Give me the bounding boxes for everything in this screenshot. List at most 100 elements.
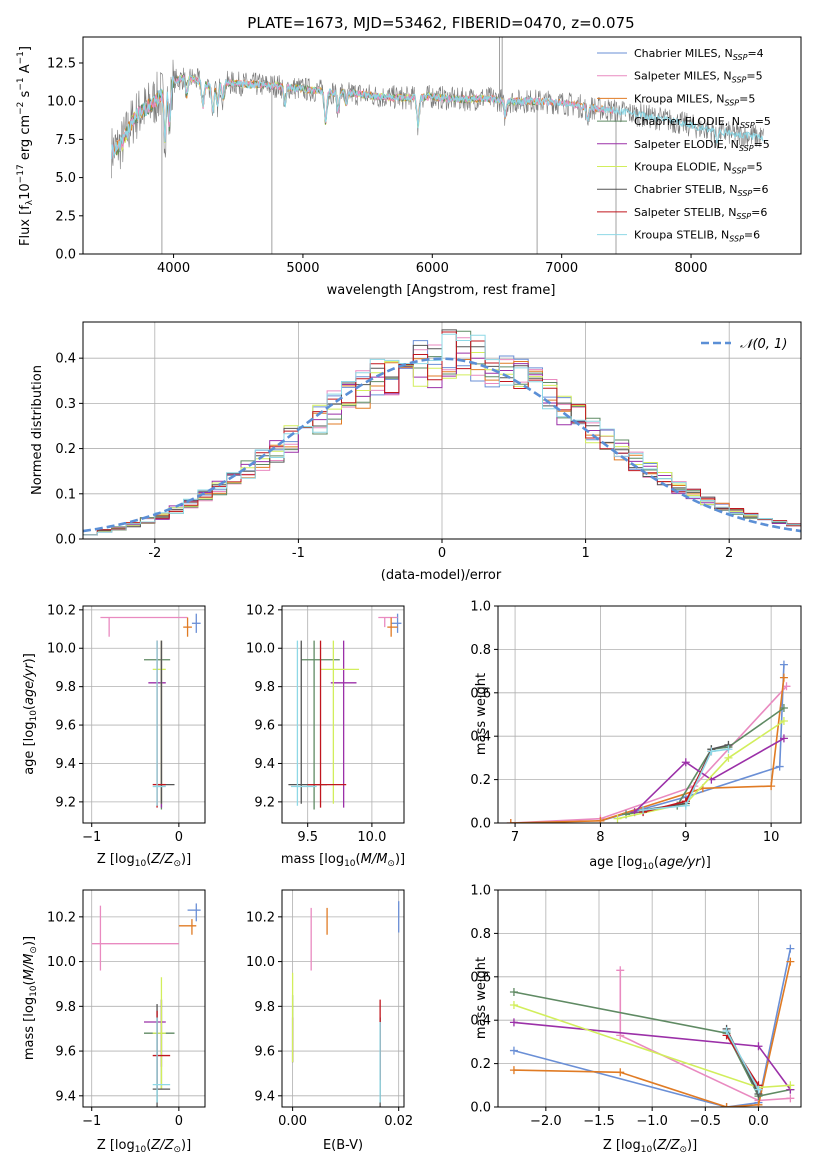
weight-line <box>510 685 788 823</box>
y-axis-label: Flux [fλ10−17 erg cm−2 s−1 A−1] <box>16 46 35 246</box>
x-tick-label: -1 <box>292 546 305 561</box>
x-tick-label: 0 <box>438 546 446 561</box>
errorbar-point <box>152 640 166 806</box>
weight-line <box>619 970 791 1102</box>
y-tick-label: 10.2 <box>47 603 76 618</box>
errorbar-point <box>157 640 175 804</box>
weight-marker <box>779 660 788 669</box>
axes-frame <box>82 889 206 1108</box>
y-tick-label: 10.0 <box>246 642 275 657</box>
y-tick-label: 1.0 <box>470 884 491 899</box>
axes-weight_vs_age: 7 8 9 10 0.0 0.2 0.4 0.6 0.8 1.0 age [log10(age/yr… <box>470 600 802 872</box>
weight-marker <box>724 745 733 754</box>
weight-marker <box>616 966 625 975</box>
x-tick-label: 0 <box>175 830 183 845</box>
axes-frame <box>82 605 206 824</box>
x-tick-label: −1 <box>82 830 101 845</box>
x-axis-label: wavelength [Angstrom, rest frame] <box>327 283 556 298</box>
y-axis-label: mass weight <box>474 673 489 755</box>
errorbar-point <box>320 640 360 804</box>
weight-line <box>513 991 791 1098</box>
x-tick-label: 6000 <box>416 261 449 276</box>
y-tick-label: 9.4 <box>55 1089 76 1104</box>
y-tick-label: 12.5 <box>47 56 76 71</box>
weight-marker <box>722 1027 731 1036</box>
legend-label: Salpeter MILES, NSSP=5 <box>634 70 763 85</box>
weight-marker <box>786 1081 795 1090</box>
errorbar-point <box>152 1017 171 1103</box>
y-tick-label: 0.0 <box>55 248 76 263</box>
legend: Chabrier MILES, NSSP=4 Salpeter MILES, NS… <box>597 47 771 244</box>
y-tick-label: 0.8 <box>470 927 491 942</box>
y-tick-label: 10.0 <box>47 95 76 110</box>
weight-marker <box>596 816 605 823</box>
legend-label: Chabrier STELIB, NSSP=6 <box>634 183 768 198</box>
legend-label: Chabrier MILES, NSSP=4 <box>634 47 764 62</box>
x-axis-label: E(B-V) <box>323 1138 363 1153</box>
weight-marker <box>616 1068 625 1077</box>
x-tick-label: 7 <box>511 830 519 845</box>
y-tick-label: 10.2 <box>47 910 76 925</box>
x-axis-label: mass [log10(M/M⊙)] <box>281 852 405 869</box>
x-tick-label: 4000 <box>157 261 190 276</box>
x-axis-label: Z [log10(Z/Z⊙)] <box>603 1138 697 1155</box>
errorbar-point <box>178 919 197 935</box>
axes-age_vs_mass: 9.5 10.0 9.2 9.4 9.6 9.8 10.0 10.2 mass [log10(M… <box>246 603 405 869</box>
weight-marker <box>779 717 788 726</box>
weight-marker <box>779 673 788 682</box>
axes-age_vs_Z: −1 0 9.2 9.4 9.6 9.8 10.0 10.2 Z [log10(Z/Z⊙)] ag… <box>22 603 206 869</box>
model-fit-line <box>111 74 614 159</box>
errorbar-point <box>391 613 402 633</box>
y-tick-label: 0.4 <box>55 352 76 367</box>
x-tick-label: −1 <box>82 1114 101 1129</box>
weight-series-kroupa-miles <box>506 673 788 823</box>
y-tick-label: 10.0 <box>246 955 275 970</box>
errorbar-point <box>330 640 357 808</box>
y-tick-label: 7.5 <box>55 133 76 148</box>
x-tick-label: −2.0 <box>530 1114 562 1129</box>
y-tick-label: 0.2 <box>470 1057 491 1072</box>
errorbar-point <box>378 616 398 628</box>
y-tick-label: 9.4 <box>254 1089 275 1104</box>
errorbar-point <box>187 903 201 922</box>
y-tick-label: 10.2 <box>246 910 275 925</box>
x-tick-label: -2 <box>148 546 161 561</box>
x-tick-label: 9 <box>682 830 690 845</box>
legend-label: Kroupa MILES, NSSP=5 <box>634 92 755 107</box>
chart-title: PLATE=1673, MJD=53462, FIBERID=0470, z=0… <box>247 14 634 32</box>
weight-marker <box>782 682 791 691</box>
plot-area <box>506 660 791 823</box>
x-tick-label: 5000 <box>286 261 319 276</box>
y-tick-label: 9.4 <box>55 757 76 772</box>
weight-marker <box>724 753 733 762</box>
weight-line <box>634 737 785 813</box>
legend-label: Kroupa STELIB, NSSP=6 <box>634 229 760 244</box>
x-tick-label: 1 <box>581 546 589 561</box>
x-tick-label: 2 <box>725 546 733 561</box>
y-tick-label: 2.5 <box>55 209 76 224</box>
observed-spectrum-line <box>111 59 764 179</box>
weight-series-kroupa-stelib <box>722 1027 763 1094</box>
axes-frame <box>281 605 405 824</box>
y-tick-label: 0.2 <box>470 773 491 788</box>
y-tick-label: 9.6 <box>55 719 76 734</box>
errorbar-point <box>152 977 166 1090</box>
weight-marker <box>779 734 788 743</box>
weight-line <box>617 720 785 820</box>
weight-line <box>513 948 792 1107</box>
x-tick-label: 0.00 <box>278 1114 307 1129</box>
weight-marker <box>775 762 784 771</box>
y-tick-label: 0.4 <box>470 730 491 745</box>
y-axis-label: age [log10(age/yr)] <box>22 653 39 775</box>
weight-line <box>643 748 729 811</box>
histogram-salpeter-elodie <box>83 352 801 536</box>
weight-marker <box>754 1085 763 1094</box>
weight-marker <box>506 819 515 823</box>
x-tick-label: 7000 <box>545 261 578 276</box>
axes-frame <box>497 889 802 1108</box>
y-axis-label: mass [log10(M/M⊙)] <box>22 936 39 1060</box>
axes-frame <box>281 889 405 1108</box>
y-tick-label: 10.2 <box>246 603 275 618</box>
errorbar-point <box>152 640 166 804</box>
